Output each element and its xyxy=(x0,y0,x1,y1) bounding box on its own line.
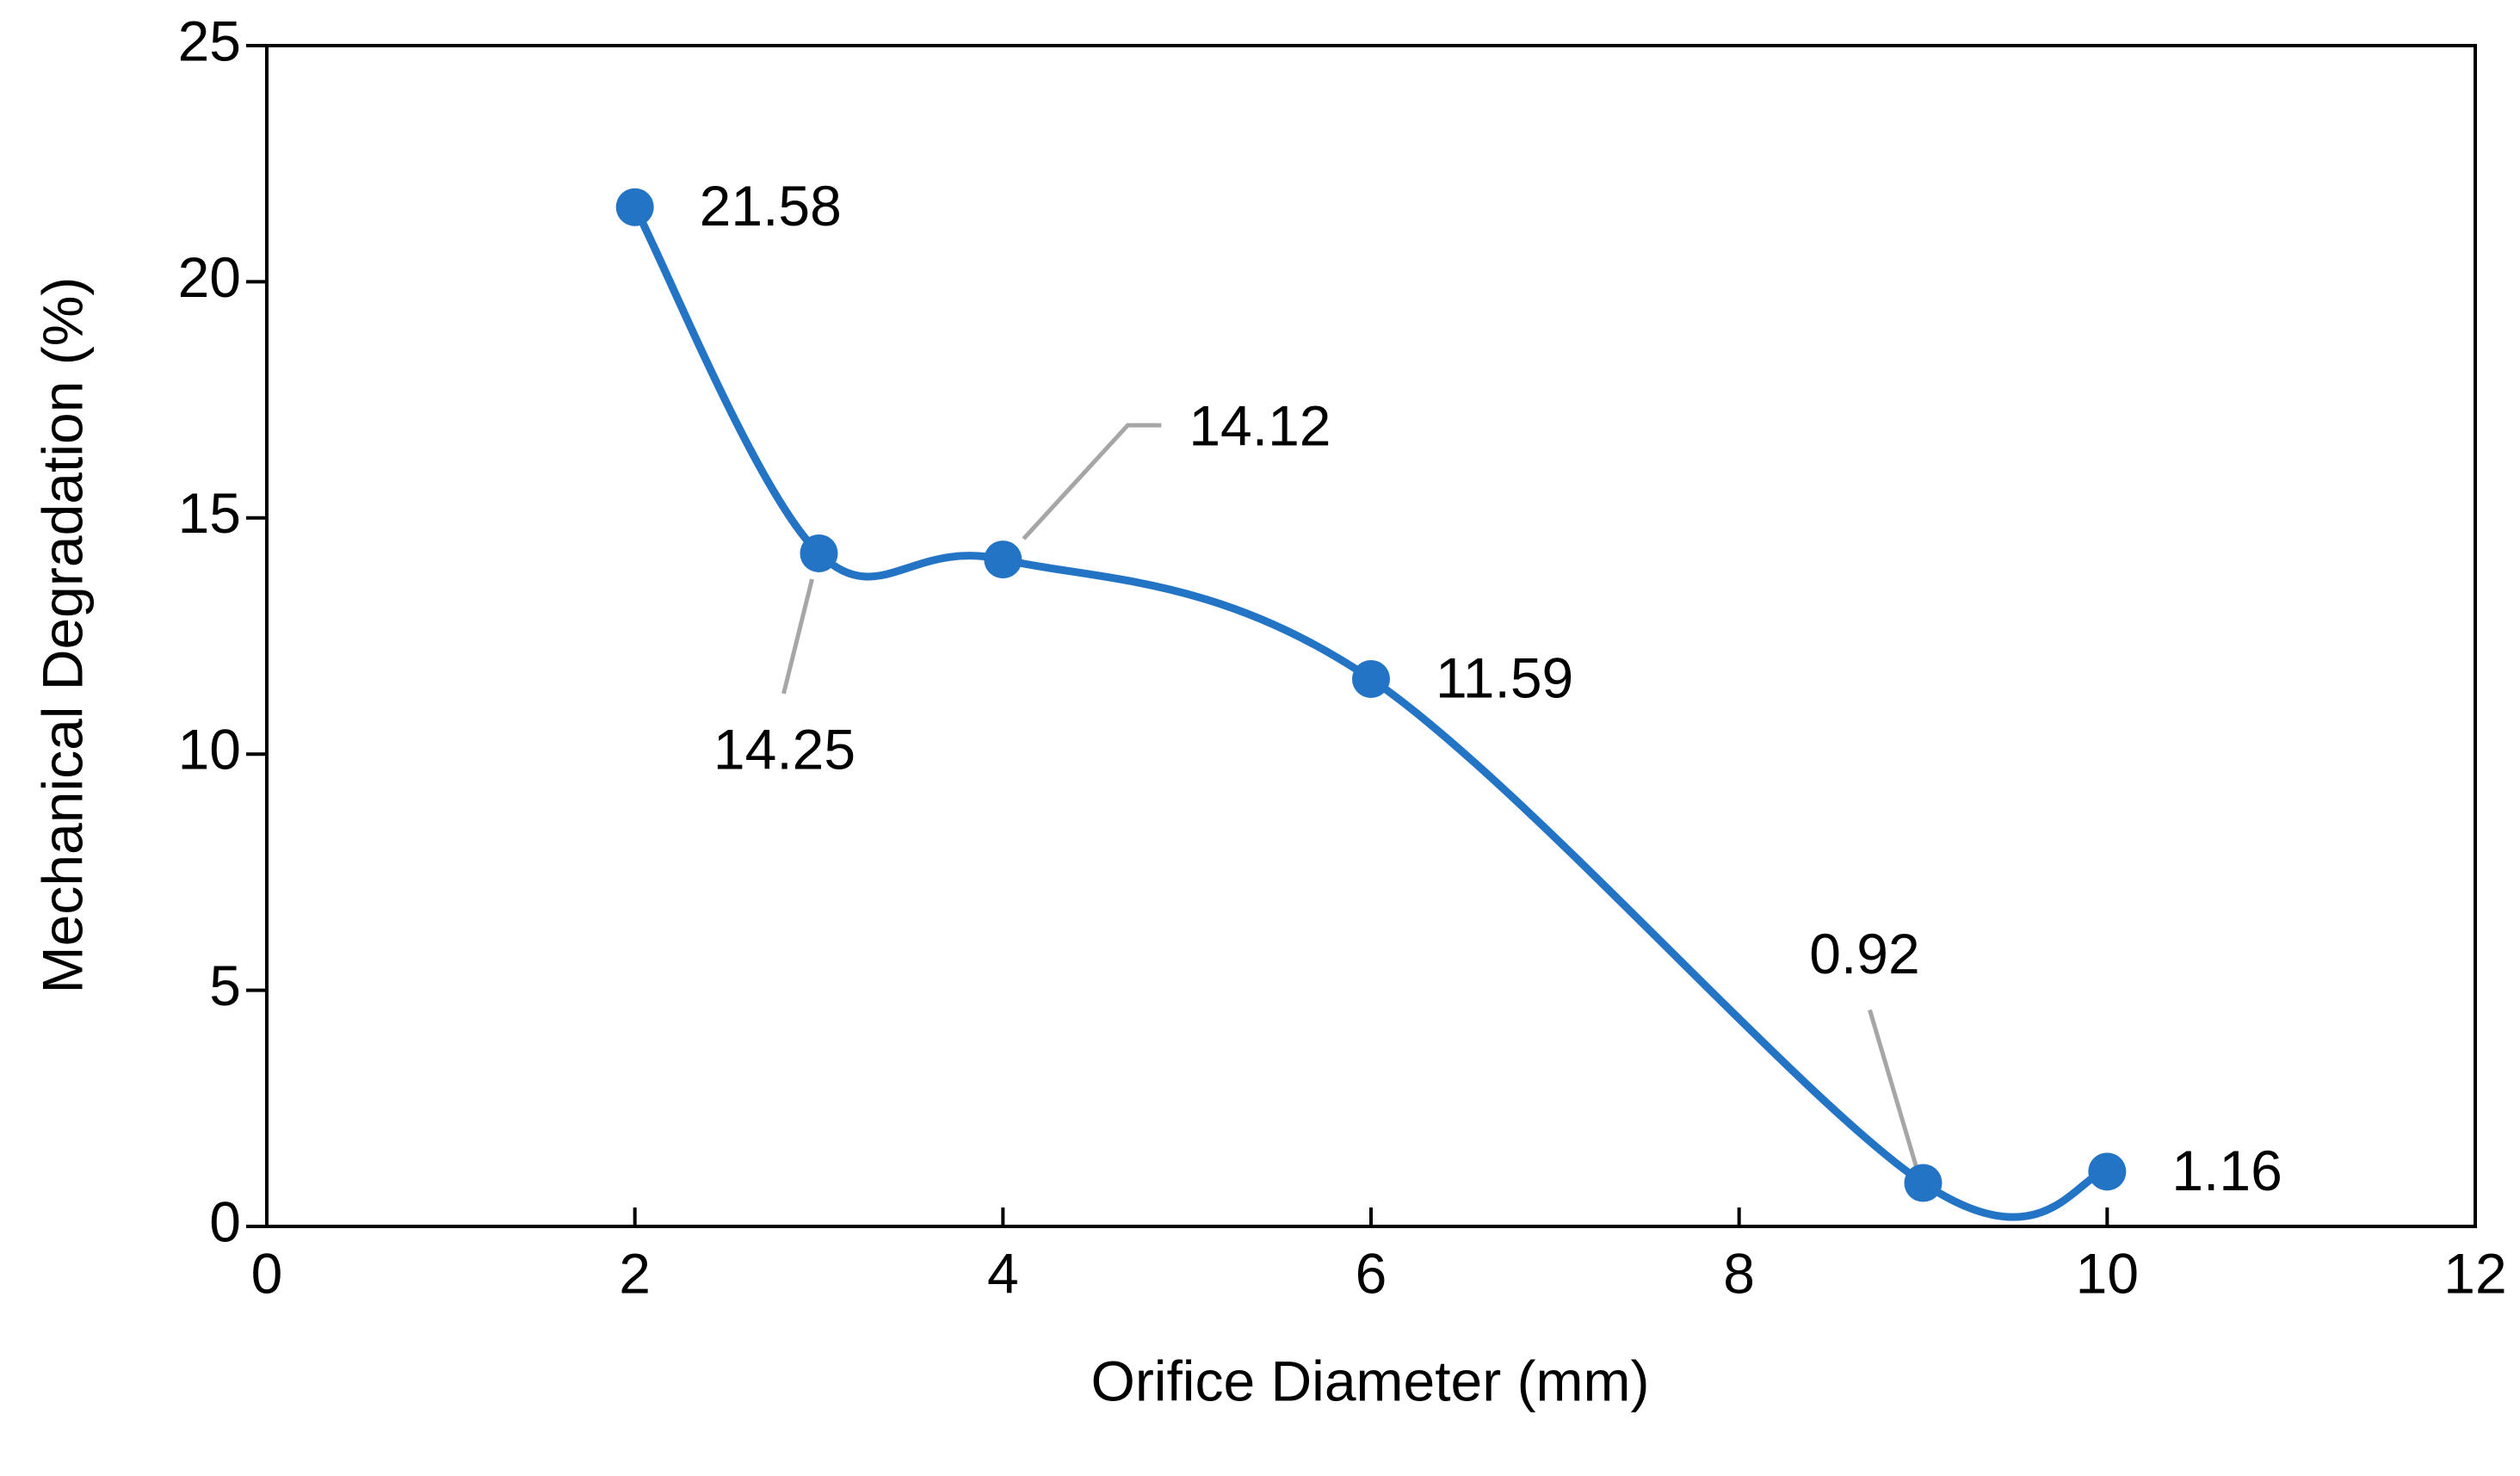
marker xyxy=(615,188,654,226)
x-tick-label: 10 xyxy=(2076,1241,2139,1305)
marker xyxy=(984,540,1022,579)
x-tick-label: 8 xyxy=(1723,1241,1755,1305)
data-label: 1.16 xyxy=(2171,1139,2282,1202)
leader-line xyxy=(1022,423,1162,540)
data-label: 11.59 xyxy=(1436,645,1573,709)
data-label: 14.12 xyxy=(1189,394,1331,458)
y-tick-label: 15 xyxy=(178,481,241,545)
marker xyxy=(2088,1152,2127,1191)
data-label: 0.92 xyxy=(1809,922,1919,985)
x-tick-label: 0 xyxy=(251,1241,283,1305)
x-tick-label: 6 xyxy=(1356,1241,1387,1305)
y-tick-label: 10 xyxy=(178,718,241,781)
marker xyxy=(800,534,838,572)
marker xyxy=(1352,659,1390,698)
y-tick-label: 5 xyxy=(209,954,241,1017)
x-tick-label: 2 xyxy=(619,1241,651,1305)
x-axis-title: Orifice Diameter (mm) xyxy=(1090,1349,1649,1412)
data-label: 14.25 xyxy=(713,717,855,781)
marker xyxy=(1904,1164,1942,1202)
y-tick-label: 0 xyxy=(209,1189,241,1253)
data-label: 21.58 xyxy=(700,174,842,238)
x-tick-label: 12 xyxy=(2443,1241,2506,1305)
y-tick-label: 25 xyxy=(178,9,241,72)
y-axis-title: Mechanical Degradation (%) xyxy=(30,277,94,994)
x-tick-label: 4 xyxy=(987,1241,1019,1305)
leader-line xyxy=(781,578,814,695)
y-tick-label: 20 xyxy=(178,245,241,309)
leader-line xyxy=(1868,1009,1920,1174)
